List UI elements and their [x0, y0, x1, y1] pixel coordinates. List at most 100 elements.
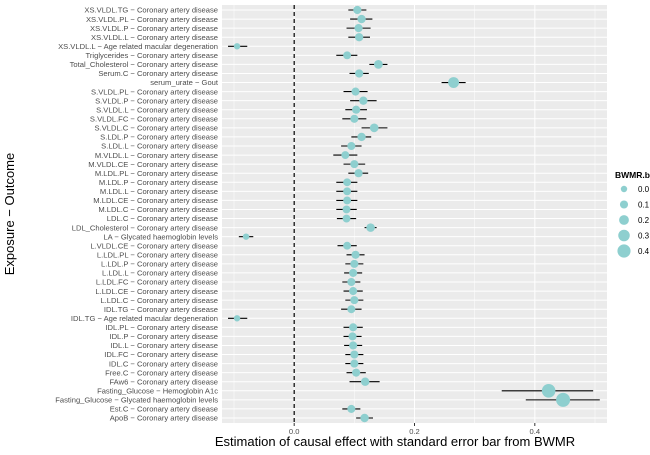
data-point	[350, 259, 359, 268]
y-tick-label: Serum.C − Coronary artery disease	[98, 69, 218, 78]
y-tick-label: S.VLDL.L − Coronary artery disease	[96, 105, 218, 114]
y-tick-label: ApoB − Coronary artery disease	[110, 414, 218, 423]
data-point	[341, 151, 350, 159]
data-point	[242, 233, 250, 240]
data-point	[355, 69, 364, 78]
data-point	[347, 141, 356, 151]
data-point	[350, 114, 359, 123]
y-tick-label: XS.VLDL.L − Age related macular degenera…	[58, 42, 218, 51]
y-tick-label: serum_urate − Gout	[150, 78, 219, 87]
data-point	[366, 223, 375, 232]
data-point	[350, 160, 359, 169]
vertical-gridlines	[233, 5, 596, 423]
y-tick-label: IDL.L − Coronary artery disease	[110, 341, 218, 350]
y-tick-label: Free.C − Coronary artery disease	[105, 368, 218, 377]
legend-label: 0.3	[638, 232, 650, 241]
y-tick-label: XS.VLDL.PL − Coronary artery disease	[86, 15, 218, 24]
data-point	[347, 277, 356, 287]
data-point	[349, 268, 358, 277]
y-tick-label: L.LDL.CE − Coronary artery disease	[95, 287, 218, 296]
y-tick-label: Fasting_Glucose − Glycated haemoglobin l…	[55, 396, 218, 405]
data-point	[348, 332, 357, 341]
y-tick-label: M.LDL.C − Coronary artery disease	[98, 205, 218, 214]
legend-label: 0.0	[638, 185, 650, 194]
y-tick-label: IDL.PL − Coronary artery disease	[105, 323, 218, 332]
y-tick-label: Fasting_Glucose − Hemoglobin A1c	[97, 387, 218, 396]
data-point	[351, 87, 360, 96]
y-tick-label: L.LDL.PL − Coronary artery disease	[97, 251, 218, 260]
legend: BWMR.beta 0.0 0.1 0.2 0.3 0.4	[615, 170, 650, 258]
legend-key	[619, 200, 629, 209]
horizontal-gridlines	[222, 9, 607, 419]
data-point	[347, 305, 356, 314]
data-point	[556, 392, 571, 407]
y-tick-label: L.VLDL.CE − Coronary artery disease	[90, 241, 218, 250]
data-point	[352, 105, 361, 114]
data-point	[357, 14, 366, 24]
y-tick-label: S.VLDL.FC − Coronary artery disease	[90, 115, 218, 124]
data-point	[343, 51, 352, 60]
x-tick-label: 0.2	[409, 427, 420, 436]
legend-label: 0.4	[638, 247, 650, 256]
data-point	[347, 404, 356, 413]
data-point	[360, 413, 369, 423]
data-point	[448, 77, 460, 88]
data-point	[355, 33, 364, 42]
legend-key	[618, 229, 630, 242]
y-tick-label: IDL.TG − Age related macular degeneratio…	[71, 314, 218, 323]
data-point	[354, 24, 363, 33]
y-tick-label: IDL.C − Coronary artery disease	[109, 359, 218, 368]
legend-key	[619, 215, 629, 225]
y-tick-label: S.LDL.L − Coronary artery disease	[101, 142, 218, 151]
y-tick-label: S.VLDL.P − Coronary artery disease	[95, 96, 218, 105]
legend-title: BWMR.beta	[615, 170, 650, 180]
y-tick-label: LDL_Cholesterol − Coronary artery diseas…	[72, 223, 218, 232]
y-tick-label: M.LDL.PL − Coronary artery disease	[95, 169, 218, 178]
y-tick-label: IDL.P − Coronary artery disease	[109, 332, 218, 341]
data-point	[350, 350, 359, 359]
y-tick-label: LA − Glycated haemoglobin levels	[103, 232, 218, 241]
legend-label: 0.2	[638, 216, 650, 225]
data-point	[357, 132, 366, 142]
data-point	[360, 377, 370, 386]
data-point	[343, 241, 352, 250]
data-point	[369, 123, 379, 133]
data-point	[233, 315, 241, 322]
data-point	[233, 43, 241, 50]
data-point	[349, 323, 358, 332]
y-tick-label: S.VLDL.C − Coronary artery disease	[95, 124, 218, 133]
data-point	[541, 384, 556, 398]
x-tick-label: 0.4	[530, 427, 541, 436]
y-tick-label: FAw6 − Coronary artery disease	[109, 377, 218, 386]
y-tick-label: XS.VLDL.L − Coronary artery disease	[91, 33, 218, 42]
data-point	[342, 205, 351, 214]
data-point	[351, 250, 360, 259]
data-point	[349, 287, 358, 296]
y-tick-label: S.LDL.P − Coronary artery disease	[100, 133, 218, 142]
data-point	[342, 214, 351, 223]
y-tick-label: XS.VLDL.TG − Coronary artery disease	[84, 6, 218, 15]
legend-label: 0.1	[638, 201, 650, 210]
y-tick-label: L.LDL.P − Coronary artery disease	[101, 260, 218, 269]
y-tick-label: M.LDL.P − Coronary artery disease	[99, 178, 218, 187]
y-tick-label: IDL.FC − Coronary artery disease	[104, 350, 218, 359]
x-tick-label: 0.0	[289, 427, 300, 436]
data-point	[374, 60, 383, 69]
y-tick-label: XS.VLDL.P − Coronary artery disease	[90, 24, 218, 33]
y-tick-label: Est.C − Coronary artery disease	[110, 405, 218, 414]
data-points	[233, 5, 571, 423]
y-tick-label: S.VLDL.PL − Coronary artery disease	[91, 87, 218, 96]
y-tick-label: L.LDL.FC − Coronary artery disease	[96, 278, 218, 287]
data-point	[353, 5, 362, 15]
data-point	[350, 359, 359, 368]
x-axis-title: Estimation of causal effect with standar…	[215, 434, 575, 449]
x-tick-labels: 0.0 0.2 0.4	[289, 423, 540, 436]
data-point	[343, 196, 352, 205]
y-tick-label: Triglycerides − Coronary artery disease	[86, 51, 218, 60]
y-tick-labels: XS.VLDL.TG − Coronary artery diseaseXS.V…	[55, 6, 219, 423]
y-tick-label: M.LDL.CE − Coronary artery disease	[93, 196, 218, 205]
data-point	[343, 187, 352, 196]
data-point	[359, 96, 368, 105]
legend-key	[617, 244, 631, 258]
